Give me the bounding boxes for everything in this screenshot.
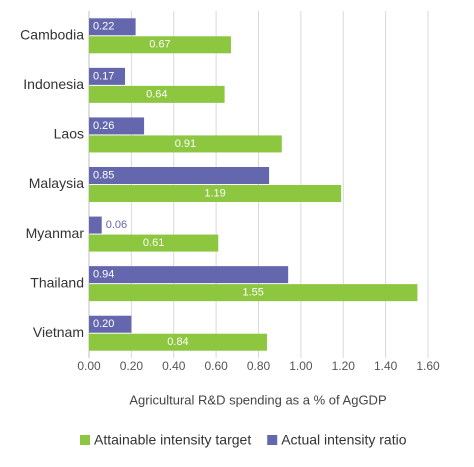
bar bbox=[89, 315, 132, 333]
x-tick-label: 1.40 bbox=[374, 359, 398, 373]
x-axis-title: Agricultural R&D spending as a % of AgGD… bbox=[129, 392, 386, 407]
bar bbox=[89, 266, 289, 284]
y-tick-label: Myanmar bbox=[26, 225, 85, 241]
bar bbox=[89, 36, 231, 54]
bar bbox=[89, 67, 126, 85]
y-tick-label: Vietnam bbox=[33, 324, 84, 340]
x-tick-label: 0.80 bbox=[247, 359, 271, 373]
bar bbox=[89, 216, 102, 234]
value-label: 1.55 bbox=[242, 287, 263, 299]
legend-swatch bbox=[80, 435, 90, 445]
x-tick-label: 0.60 bbox=[204, 359, 228, 373]
y-tick-label: Cambodia bbox=[20, 26, 84, 42]
legend-swatch bbox=[267, 435, 278, 445]
bar bbox=[89, 284, 418, 302]
x-tick-label: 1.20 bbox=[332, 359, 356, 373]
value-label: 0.67 bbox=[149, 39, 170, 51]
x-tick-label: 0.40 bbox=[162, 359, 186, 373]
value-label: 0.26 bbox=[93, 120, 114, 132]
y-tick-label: Laos bbox=[54, 126, 84, 142]
value-label: 1.19 bbox=[204, 187, 225, 199]
y-tick-label: Indonesia bbox=[23, 76, 84, 92]
bar bbox=[89, 234, 219, 252]
bar bbox=[89, 18, 136, 36]
legend-label: Actual intensity ratio bbox=[281, 432, 406, 448]
bar bbox=[89, 117, 145, 135]
value-label: 0.94 bbox=[93, 269, 114, 281]
value-label: 0.17 bbox=[93, 70, 114, 82]
bar bbox=[89, 167, 270, 184]
value-label: 0.85 bbox=[93, 169, 114, 181]
value-label: 0.61 bbox=[143, 237, 164, 249]
value-label: 0.64 bbox=[146, 88, 167, 100]
value-label: 0.22 bbox=[93, 21, 114, 33]
value-label: 0.84 bbox=[167, 336, 188, 348]
legend-label: Attainable intensity target bbox=[94, 432, 251, 448]
bar bbox=[89, 85, 225, 103]
x-tick-label: 0.20 bbox=[120, 359, 144, 373]
x-tick-label: 1.00 bbox=[289, 359, 313, 373]
bar bbox=[89, 135, 282, 153]
bar bbox=[89, 333, 267, 351]
value-label: 0.91 bbox=[175, 138, 196, 150]
x-tick-label: 1.60 bbox=[416, 359, 440, 373]
bar bbox=[89, 185, 342, 202]
y-tick-label: Malaysia bbox=[29, 175, 84, 191]
value-label: 0.06 bbox=[106, 219, 127, 231]
value-label: 0.20 bbox=[93, 318, 114, 330]
y-tick-label: Thailand bbox=[30, 274, 84, 290]
x-tick-label: 0.00 bbox=[77, 359, 101, 373]
